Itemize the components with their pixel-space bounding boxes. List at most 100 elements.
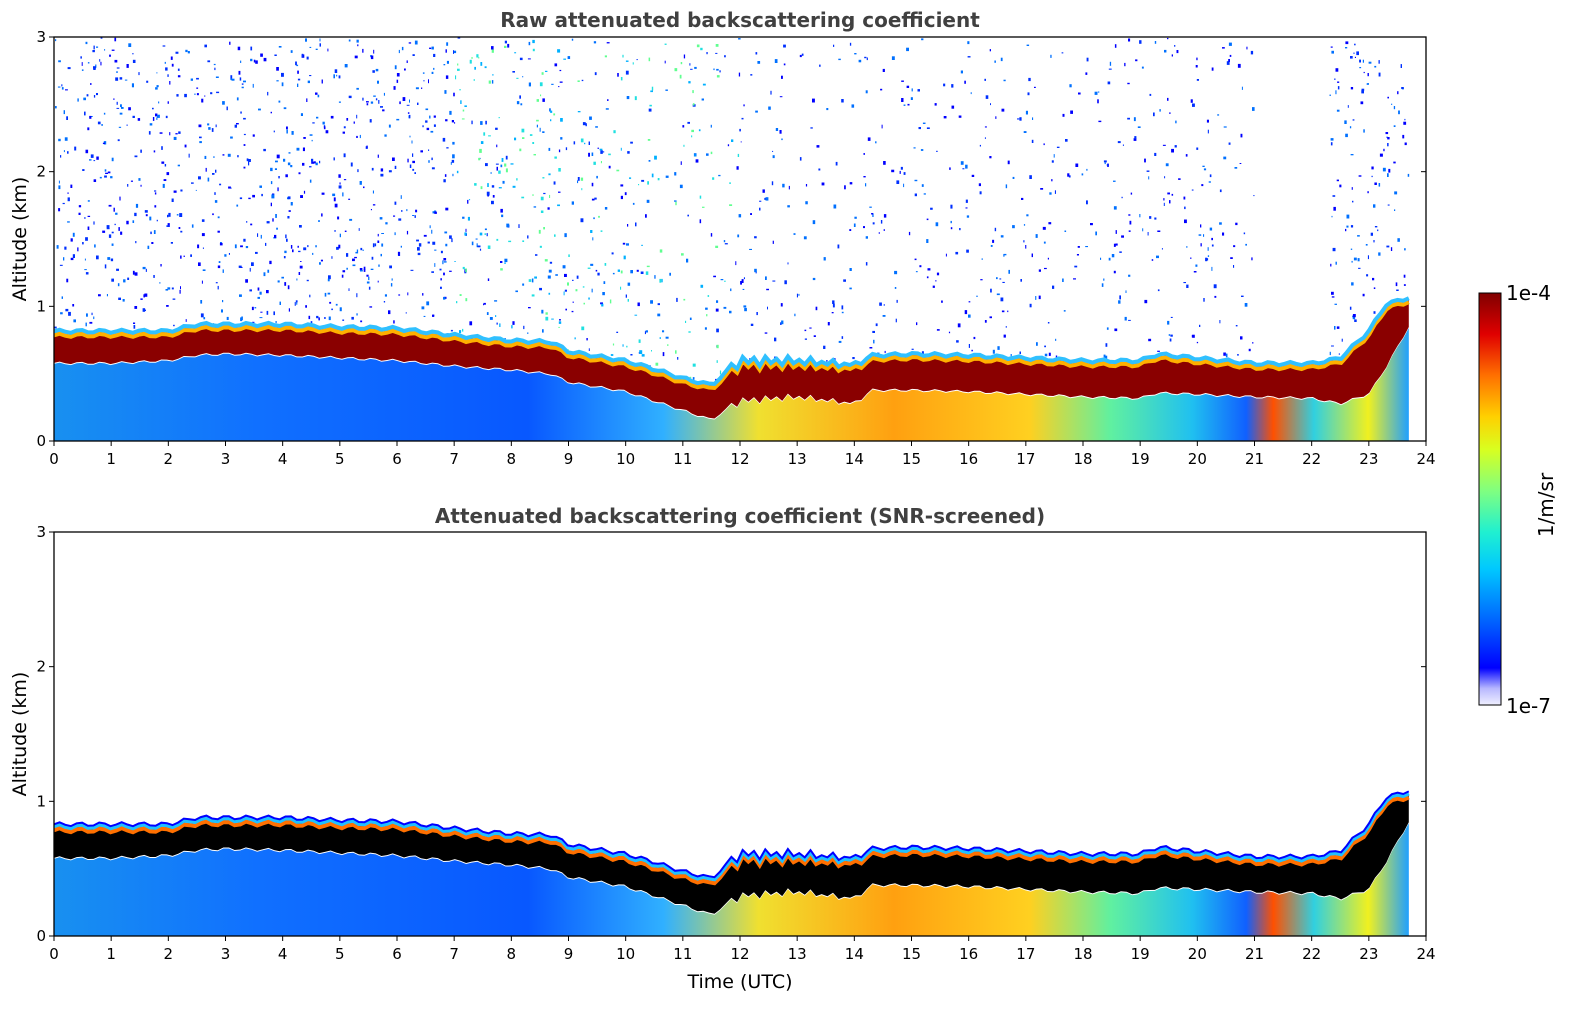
noise-speck (1223, 126, 1227, 128)
noise-speck (248, 159, 251, 162)
noise-speck (263, 148, 266, 152)
noise-speck (1184, 219, 1187, 224)
noise-speck (863, 153, 865, 155)
noise-speck (1335, 90, 1337, 95)
y-axis-label-raw: Altitude (km) (9, 177, 31, 302)
ground-fill-raw (54, 328, 1409, 441)
noise-speck (450, 329, 453, 332)
noise-speck (270, 181, 273, 185)
noise-speck (352, 264, 356, 267)
noise-speck (932, 285, 935, 288)
noise-speck (444, 90, 447, 94)
noise-speck (819, 64, 821, 67)
x-tick-label: 14 (845, 945, 864, 963)
noise-speck (759, 207, 761, 211)
noise-speck (996, 293, 1000, 296)
noise-speck (432, 241, 436, 245)
noise-speck (167, 101, 169, 104)
noise-speck (1395, 282, 1398, 287)
noise-speck (409, 164, 412, 168)
noise-speck (476, 243, 478, 248)
noise-speck (539, 82, 543, 87)
noise-speck (105, 172, 108, 174)
noise-speck (248, 161, 250, 166)
noise-speck (1032, 117, 1034, 120)
noise-speck (1378, 60, 1380, 64)
noise-speck (1162, 144, 1166, 146)
noise-speck (1108, 257, 1111, 261)
noise-speck (160, 264, 162, 267)
noise-speck (286, 126, 288, 130)
noise-speck (90, 154, 94, 158)
cloud-top-edge-screened (54, 795, 1410, 886)
noise-speck (1239, 163, 1242, 164)
noise-speck (306, 98, 308, 102)
noise-speck (164, 61, 166, 64)
noise-speck (96, 255, 99, 260)
noise-speck (1353, 257, 1357, 261)
noise-speck (1196, 57, 1198, 61)
noise-speck (392, 157, 395, 161)
noise-speck (469, 321, 473, 326)
noise-speck (1243, 232, 1246, 235)
noise-speck (342, 192, 344, 197)
noise-speck (1042, 226, 1046, 230)
noise-speck (449, 235, 452, 239)
noise-speck (1062, 113, 1065, 117)
noise-speck (883, 229, 885, 231)
noise-speck (540, 210, 544, 213)
noise-speck (423, 234, 427, 237)
y-tick-label: 0 (36, 927, 46, 945)
noise-speck (1387, 137, 1390, 140)
noise-speck (511, 325, 513, 329)
noise-speck (201, 233, 205, 237)
noise-speck (1361, 88, 1365, 91)
noise-speck (1404, 142, 1407, 146)
noise-speck (506, 223, 510, 228)
noise-speck (1035, 234, 1038, 238)
noise-speck (444, 174, 447, 177)
noise-speck (370, 209, 372, 211)
noise-speck (788, 185, 790, 190)
noise-speck (535, 254, 538, 256)
noise-speck (369, 306, 373, 308)
noise-speck (571, 201, 574, 205)
noise-speck (1331, 345, 1334, 347)
noise-speck (363, 186, 365, 189)
noise-speck (315, 92, 318, 95)
noise-speck (254, 307, 257, 309)
noise-speck (164, 164, 167, 167)
noise-speck (234, 244, 237, 249)
noise-speck (523, 325, 525, 330)
noise-speck (903, 183, 905, 188)
noise-speck (700, 47, 703, 51)
noise-speck (664, 60, 666, 64)
noise-speck (230, 78, 232, 81)
x-tick-label: 5 (335, 450, 345, 468)
noise-speck (501, 214, 504, 218)
noise-speck (1208, 181, 1211, 183)
noise-speck (397, 251, 400, 256)
noise-speck (140, 184, 142, 187)
x-tick-label: 7 (449, 945, 459, 963)
noise-speck (415, 87, 419, 90)
noise-speck (651, 86, 654, 91)
noise-speck (281, 82, 284, 87)
noise-speck (590, 263, 594, 266)
noise-speck (1244, 303, 1248, 307)
noise-speck (85, 237, 88, 241)
noise-speck (243, 144, 246, 146)
noise-speck (921, 38, 924, 41)
noise-speck (67, 151, 69, 154)
noise-speck (338, 75, 341, 79)
noise-speck (302, 162, 305, 166)
noise-speck (119, 196, 121, 201)
noise-speck (1330, 138, 1334, 141)
noise-speck (591, 152, 594, 156)
noise-speck (111, 49, 115, 51)
noise-speck (1065, 139, 1068, 142)
noise-speck (457, 63, 459, 66)
noise-speck (527, 58, 531, 60)
noise-speck (833, 204, 837, 209)
noise-speck (331, 256, 333, 259)
